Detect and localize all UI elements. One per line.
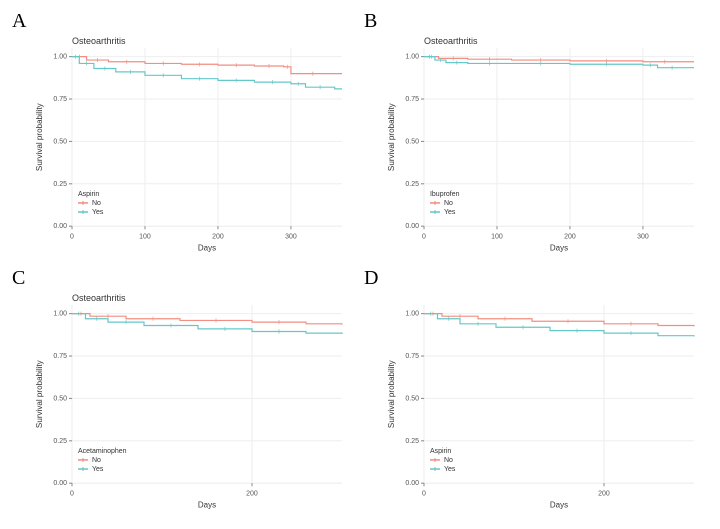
svg-text:Days: Days — [198, 500, 216, 509]
svg-text:0.50: 0.50 — [405, 395, 419, 402]
svg-text:Days: Days — [550, 243, 568, 252]
svg-text:200: 200 — [564, 233, 576, 240]
svg-text:Days: Days — [550, 500, 568, 509]
svg-text:Osteoarthritis: Osteoarthritis — [72, 36, 126, 46]
svg-text:0.25: 0.25 — [405, 437, 419, 444]
svg-text:100: 100 — [491, 233, 503, 240]
svg-text:0: 0 — [70, 490, 74, 497]
svg-text:Yes: Yes — [444, 209, 456, 216]
svg-text:Survival probability: Survival probability — [35, 103, 44, 171]
panel-letter: A — [12, 10, 26, 33]
svg-text:Acetaminophen: Acetaminophen — [78, 447, 127, 454]
svg-text:0.75: 0.75 — [405, 353, 419, 360]
svg-text:No: No — [444, 200, 453, 207]
svg-text:Yes: Yes — [92, 466, 104, 473]
svg-text:200: 200 — [598, 490, 610, 497]
svg-text:0.50: 0.50 — [53, 138, 67, 145]
svg-text:1.00: 1.00 — [53, 54, 67, 61]
svg-text:Osteoarthritis: Osteoarthritis — [424, 36, 478, 46]
svg-text:Yes: Yes — [444, 466, 456, 473]
svg-text:Days: Days — [198, 243, 216, 252]
plot-a: 0.00 0.25 0.50 0.75 1.00 0 100 200 300 Days Surviv… — [30, 32, 350, 255]
svg-text:300: 300 — [637, 233, 649, 240]
svg-text:0: 0 — [422, 233, 426, 240]
svg-text:1.00: 1.00 — [53, 310, 67, 317]
svg-text:0.25: 0.25 — [53, 437, 67, 444]
svg-text:Survival probability: Survival probability — [387, 103, 396, 171]
svg-text:Aspirin: Aspirin — [430, 447, 451, 454]
svg-text:0.00: 0.00 — [53, 480, 67, 487]
svg-text:100: 100 — [139, 233, 151, 240]
plot-d: 0.00 0.25 0.50 0.75 1.00 0 200 Days Survival pro… — [382, 289, 702, 512]
svg-text:0.75: 0.75 — [53, 96, 67, 103]
panel-a: A 0.00 0.25 0.50 0.75 1.00 0 100 200 300 Days Surv… — [10, 10, 358, 263]
panel-letter: C — [12, 267, 25, 290]
svg-text:No: No — [444, 456, 453, 463]
svg-text:200: 200 — [212, 233, 224, 240]
svg-text:Ibuprofen: Ibuprofen — [430, 191, 460, 198]
svg-text:0.25: 0.25 — [53, 181, 67, 188]
svg-text:No: No — [92, 200, 101, 207]
panel-d: D 0.00 0.25 0.50 0.75 1.00 0 200 Days Survival p… — [362, 267, 710, 520]
panel-c: C 0.00 0.25 0.50 0.75 1.00 0 200 Days Survival p… — [10, 267, 358, 520]
svg-text:0: 0 — [70, 233, 74, 240]
svg-text:0.00: 0.00 — [53, 223, 67, 230]
svg-text:0.00: 0.00 — [405, 223, 419, 230]
svg-text:No: No — [92, 456, 101, 463]
svg-text:Survival probability: Survival probability — [35, 360, 44, 428]
svg-text:0.75: 0.75 — [53, 353, 67, 360]
chart-grid: A 0.00 0.25 0.50 0.75 1.00 0 100 200 300 Days Surv… — [10, 10, 710, 519]
panel-letter: B — [364, 10, 377, 33]
svg-text:Yes: Yes — [92, 209, 104, 216]
panel-letter: D — [364, 267, 378, 290]
svg-text:0.50: 0.50 — [405, 138, 419, 145]
plot-c: 0.00 0.25 0.50 0.75 1.00 0 200 Days Survival pro… — [30, 289, 350, 512]
svg-text:1.00: 1.00 — [405, 310, 419, 317]
svg-text:0.75: 0.75 — [405, 96, 419, 103]
svg-text:1.00: 1.00 — [405, 54, 419, 61]
svg-text:300: 300 — [285, 233, 297, 240]
svg-text:0.50: 0.50 — [53, 395, 67, 402]
svg-text:0.25: 0.25 — [405, 181, 419, 188]
svg-text:0.00: 0.00 — [405, 480, 419, 487]
svg-text:Osteoarthritis: Osteoarthritis — [72, 293, 126, 303]
svg-text:Survival probability: Survival probability — [387, 360, 396, 428]
panel-b: B 0.00 0.25 0.50 0.75 1.00 0 100 200 300 Days Surv… — [362, 10, 710, 263]
svg-text:0: 0 — [422, 490, 426, 497]
plot-b: 0.00 0.25 0.50 0.75 1.00 0 100 200 300 Days Surviv… — [382, 32, 702, 255]
svg-text:Aspirin: Aspirin — [78, 191, 99, 198]
svg-text:200: 200 — [246, 490, 258, 497]
